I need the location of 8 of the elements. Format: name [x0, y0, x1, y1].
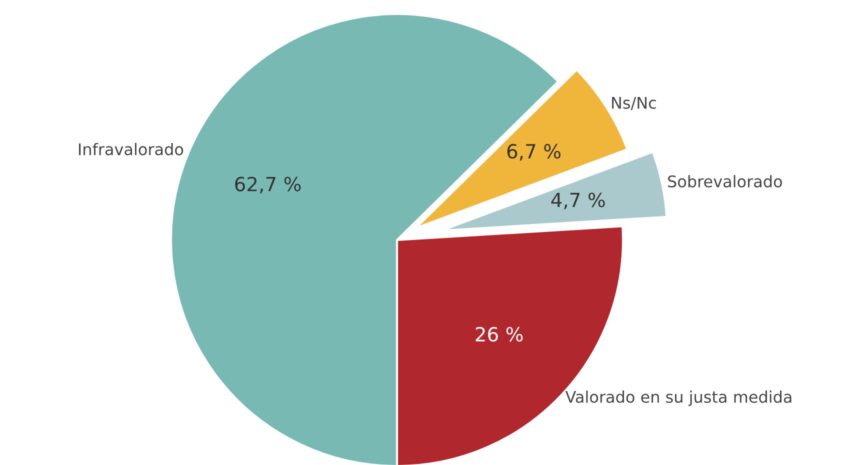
data-label: 6,7 % [507, 144, 561, 161]
slice-label: Infravalorado [79, 142, 184, 156]
data-label: 62,7 % [235, 176, 301, 194]
slice-label: Sobrevalorado [668, 175, 782, 188]
data-label: 26 % [476, 326, 523, 342]
slice-label: Valorado en su justa medida [565, 390, 792, 406]
data-label: 4,7 % [551, 192, 605, 210]
slice-label: Ns/Nc [612, 96, 656, 110]
